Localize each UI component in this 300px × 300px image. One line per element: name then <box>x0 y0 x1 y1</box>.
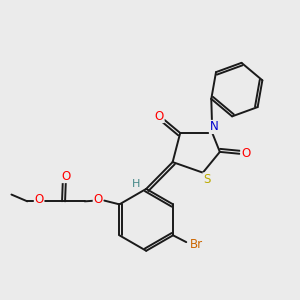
Text: O: O <box>61 169 70 182</box>
Text: O: O <box>93 193 103 206</box>
Text: Br: Br <box>190 238 203 251</box>
Text: O: O <box>34 193 43 206</box>
Text: O: O <box>241 147 250 160</box>
Text: H: H <box>131 179 140 189</box>
Text: N: N <box>209 121 218 134</box>
Text: S: S <box>203 173 210 186</box>
Text: O: O <box>155 110 164 122</box>
